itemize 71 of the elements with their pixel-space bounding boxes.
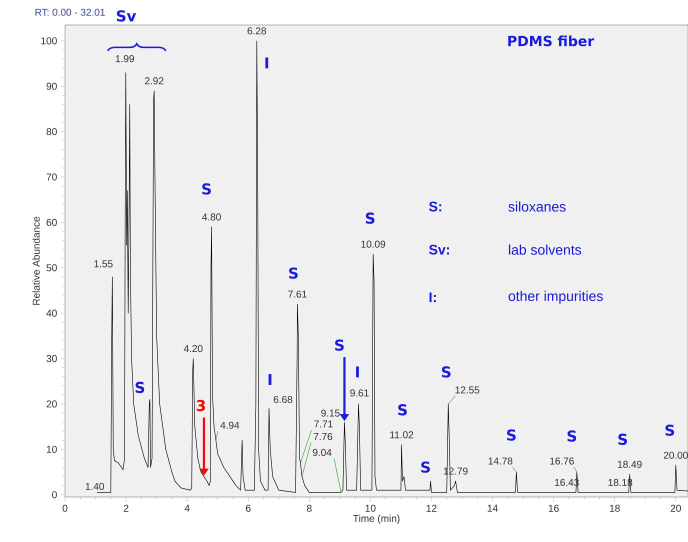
annotation: 2.92 xyxy=(144,77,164,84)
annotation: 1.99 xyxy=(116,55,134,62)
annotation: I: xyxy=(430,292,436,302)
text: RT: 0.00 - 32.01 xyxy=(35,8,105,16)
annotation: S xyxy=(507,429,516,441)
y-tick-label: 30 xyxy=(46,355,57,362)
annotation: 16.76 xyxy=(550,458,574,465)
x-tick-label: 10 xyxy=(366,504,376,512)
y-tick-label: 50 xyxy=(46,264,57,272)
annotation: Sv: xyxy=(429,244,449,255)
annotation: I xyxy=(268,374,272,385)
annotation: 6.68 xyxy=(274,396,292,404)
annotation: S: xyxy=(429,202,442,212)
x-tick-label: 20 xyxy=(670,504,681,512)
y-tick-label: 40 xyxy=(46,310,57,317)
annotation: S xyxy=(202,183,211,195)
annotation: S xyxy=(366,212,374,224)
annotation: siloxanes xyxy=(508,201,566,212)
x-tick-label: 14 xyxy=(488,504,498,512)
annotation: S xyxy=(618,434,627,445)
annotation: 14.78 xyxy=(488,458,512,465)
y-tick-label: 100 xyxy=(41,37,57,44)
x-tick-label: 4 xyxy=(184,504,190,512)
annotation: 7.71 xyxy=(314,420,333,428)
annotation: 7.61 xyxy=(288,290,307,298)
x-tick-label: 2 xyxy=(124,504,128,512)
annotation: S xyxy=(442,366,451,378)
y-tick-label: 0 xyxy=(52,491,57,498)
x-tick-label: 12 xyxy=(426,504,437,512)
annotation: 4.94 xyxy=(220,422,240,429)
x-tick-label: 0 xyxy=(62,504,68,512)
annotation: lab solvents xyxy=(508,244,582,255)
y-tick-label: 20 xyxy=(46,400,57,408)
annotation: 11.02 xyxy=(390,431,414,438)
annotation: S xyxy=(568,430,576,442)
y-tick-label: 90 xyxy=(46,82,57,90)
annotation: 10.09 xyxy=(361,240,386,248)
x-tick-label: 16 xyxy=(548,504,559,512)
annotation: 20.00 xyxy=(664,452,688,459)
annotation: S xyxy=(398,404,407,416)
annotation: 4.80 xyxy=(202,213,221,220)
annotation: 12.55 xyxy=(456,386,480,394)
annotation: S xyxy=(335,339,344,351)
annotation: 9.04 xyxy=(312,448,332,456)
annotation: other impurities xyxy=(508,290,603,304)
annotation: 4.20 xyxy=(184,345,203,352)
annotation: 7.76 xyxy=(314,433,332,440)
annotation: S xyxy=(421,461,430,473)
annotation: 3 xyxy=(196,400,205,412)
annotation: 9.61 xyxy=(350,389,369,396)
y-axis-title: Relative Abundance xyxy=(32,216,40,305)
annotation: S xyxy=(289,267,298,279)
annotation: S xyxy=(136,382,144,394)
y-tick-label: 80 xyxy=(46,128,57,136)
annotation: I xyxy=(265,57,268,68)
y-tick-label: 10 xyxy=(46,446,57,453)
annotation: PDMS fiber xyxy=(508,35,594,46)
annotation: 9.15 xyxy=(321,410,340,417)
annotation: 18.49 xyxy=(618,460,642,468)
annotation: 1.55 xyxy=(94,260,113,268)
annotation: 1.40 xyxy=(86,482,104,490)
y-tick-label: 70 xyxy=(46,174,57,181)
x-tick-label: 6 xyxy=(246,504,251,512)
x-tick-label: 18 xyxy=(610,504,620,512)
annotation: 6.28 xyxy=(248,27,266,34)
annotation: I xyxy=(356,366,359,378)
annotation: S xyxy=(665,424,674,436)
text: Sv xyxy=(116,10,136,22)
x-axis-title: Time (min) xyxy=(353,514,400,524)
x-tick-label: 8 xyxy=(306,504,312,512)
y-tick-label: 60 xyxy=(46,218,57,226)
